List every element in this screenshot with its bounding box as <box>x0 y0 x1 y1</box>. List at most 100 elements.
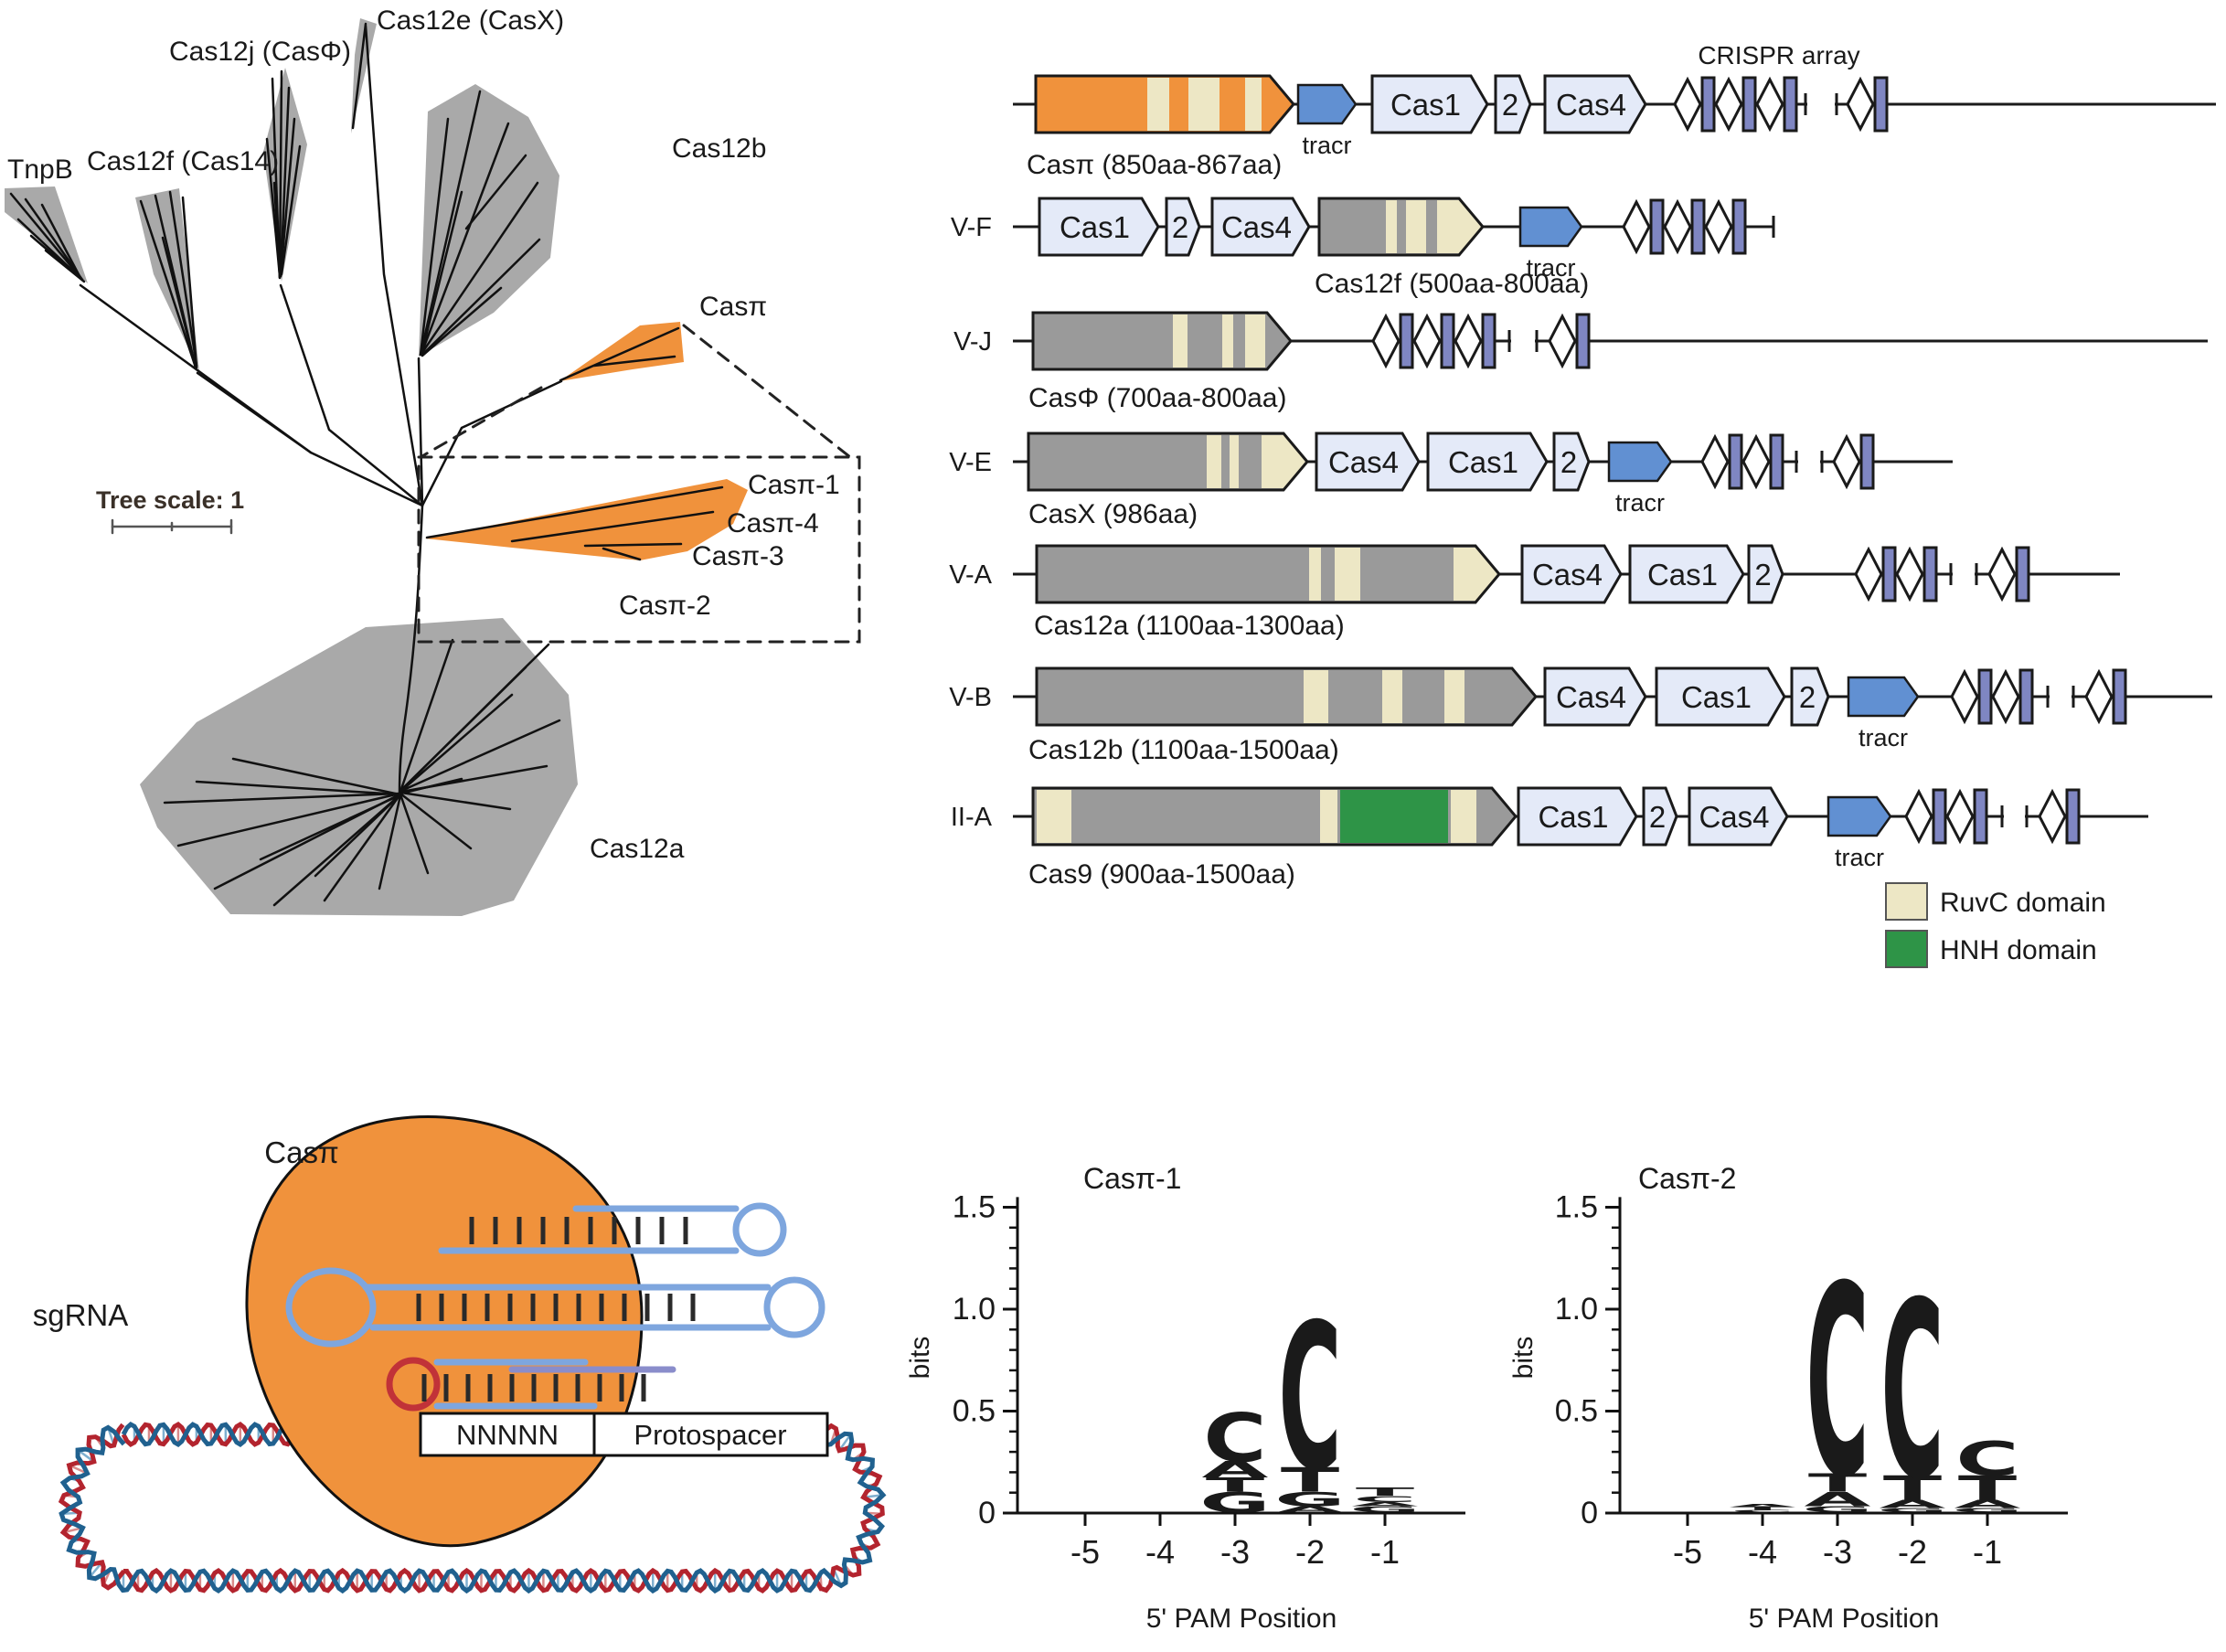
gene-box-cas4 <box>1210 197 1311 257</box>
logo-letter-G: G <box>1802 1505 1872 1515</box>
gene-box-2 <box>1552 432 1591 492</box>
pam-logos: 00.51.01.5-5 -4 -3GTAC-2AGTC-1GACTCasπ-15'… <box>905 1162 2068 1634</box>
ruvc-domain-stripe <box>1147 78 1169 131</box>
gene-label: Cas1 <box>1681 680 1752 714</box>
logo-letter-A: A <box>1277 1505 1344 1515</box>
hnh-domain-stripe <box>1340 790 1448 843</box>
pam-logo-Casπ-2: 00.51.01.5-5 -4CTA-3GATC-2GATC-1GATCCasπ-… <box>1508 1162 2068 1634</box>
tracr-box <box>1296 83 1358 125</box>
logo-ylabel: bits <box>1508 1337 1539 1380</box>
crispr-repeat <box>1690 198 1706 255</box>
locus-type-label: V-A <box>949 560 992 590</box>
logo-letter-C: C <box>1880 1252 1944 1534</box>
crispr-spacer-diamond <box>1700 433 1730 490</box>
gene-box-cas1 <box>1655 666 1786 727</box>
crispr-repeat <box>1440 313 1455 369</box>
locus-row: Cas1 2 Cas4 tracr II-A Cas9 (900aa-1500aa) <box>951 786 2148 890</box>
label-cas12b: Cas12b <box>672 133 766 164</box>
mechanism-schematic: NNNNN Protospacer Casπ sgRNA <box>33 1115 887 1594</box>
gene-label: 2 <box>1560 445 1577 479</box>
label-caspi: Casπ <box>699 292 767 322</box>
tracr-box <box>1847 676 1920 718</box>
logo-xtick-label: -4 <box>1748 1533 1777 1571</box>
crispr-repeat <box>1881 546 1897 602</box>
gene-label: Cas1 <box>1448 445 1518 479</box>
crispr-spacer-diamond <box>2084 668 2114 725</box>
ruvc-tip <box>1454 548 1497 601</box>
ruvc-domain-stripe <box>1386 200 1397 253</box>
ruvc-domain-stripe <box>1335 548 1360 601</box>
logo-letter-C: C <box>1353 1494 1416 1504</box>
logo-letter-G: G <box>1274 1488 1345 1511</box>
crispr-spacer-diamond <box>1895 546 1924 602</box>
gene-box-2 <box>1790 666 1830 727</box>
locus-row: Cas4 Cas1 2 tracr V-E CasX (986aa) <box>949 432 1953 529</box>
label-caspi-2: Casπ-2 <box>619 591 711 621</box>
crispr-repeat <box>1731 198 1747 255</box>
protospacer-box <box>592 1412 829 1457</box>
effector-protein <box>1037 668 1536 725</box>
clade-cas12e-shape <box>351 18 377 133</box>
crispr-repeat <box>2065 788 2081 845</box>
ruvc-domain-stripe <box>1451 790 1476 843</box>
locus-name-label: CasX (986aa) <box>1028 499 1198 529</box>
logo-letter-A: A <box>1954 1497 2021 1510</box>
crispr-spacer-diamond <box>1945 788 1975 845</box>
label-caspi-4: Casπ-4 <box>727 508 819 538</box>
logo-xtick-label: -3 <box>1823 1533 1852 1571</box>
ruvc-domain-stripe <box>1207 435 1221 488</box>
crispr-repeat <box>2112 668 2127 725</box>
crispr-array-label: CRISPR array <box>1698 41 1859 69</box>
logo-xlabel: 5' PAM Position <box>1749 1604 1940 1634</box>
crispr-repeat <box>1977 668 1993 725</box>
gene-box-cas1 <box>1370 74 1489 134</box>
crispr-spacer-diamond <box>1950 668 1979 725</box>
crispr-repeat <box>1932 788 1947 845</box>
logo-letter-A: A <box>1352 1501 1419 1508</box>
gene-box-2 <box>1747 544 1784 604</box>
logo-letter-C: C <box>1805 1231 1869 1536</box>
gene-box-cas4 <box>1315 432 1421 492</box>
crispr-repeat <box>1700 76 1716 133</box>
crispr-repeat <box>1481 313 1496 369</box>
logo-letter-T: T <box>1281 1461 1340 1500</box>
label-tnpb: TnpB <box>7 155 73 185</box>
ruvc-tip <box>1437 200 1481 253</box>
logo-ytick-label: 0 <box>978 1496 996 1530</box>
gene-label: 2 <box>1502 88 1518 122</box>
logo-xtick-label: -2 <box>1898 1533 1927 1571</box>
crispr-repeat <box>1399 313 1414 369</box>
gene-label: Cas4 <box>1532 558 1603 592</box>
ruvc-domain-stripe <box>1230 435 1239 488</box>
caspi-protein-blob <box>245 1115 644 1548</box>
gene-label: Cas1 <box>1390 88 1461 122</box>
phylogenetic-tree: Tree scale: 1 TnpB Cas12f (Cas14) Cas12j… <box>5 5 861 916</box>
crispr-repeat <box>1649 198 1665 255</box>
crispr-spacer-diamond <box>1832 433 1861 490</box>
pam-logo-Casπ-1: 00.51.01.5-5 -4 -3GTAC-2AGTC-1GACTCasπ-15'… <box>905 1162 1465 1634</box>
locus-name-label: Cas12a (1100aa-1300aa) <box>1034 611 1345 641</box>
logo-title: Casπ-2 <box>1638 1162 1736 1195</box>
rna-hairpin-loop <box>763 1276 825 1338</box>
crispr-repeat <box>1922 546 1938 602</box>
crispr-spacer-diamond <box>1846 76 1875 133</box>
crispr-spacer-diamond <box>1991 668 2020 725</box>
tracr-box <box>1827 795 1892 837</box>
gene-box-cas1 <box>1628 544 1745 604</box>
tracr-box <box>1607 441 1673 483</box>
crispr-repeat <box>1728 433 1743 490</box>
gene-box-cas4 <box>1688 786 1789 847</box>
locus-row: Cas4 Cas1 2 tracr V-B Cas12b (1100aa-1500aa) <box>949 666 2212 765</box>
tracr-box <box>1518 206 1583 248</box>
logo-ytick-label: 1.0 <box>1555 1292 1598 1327</box>
crispr-spacer-diamond <box>1548 313 1577 369</box>
rna-hairpin-loop <box>732 1202 787 1257</box>
logo-letter-A: A <box>1805 1488 1871 1511</box>
crispr-spacer-diamond <box>1622 198 1651 255</box>
crispr-spacer-diamond <box>1454 313 1483 369</box>
ruvc-domain-stripe <box>1245 78 1262 131</box>
crispr-repeat <box>1769 433 1784 490</box>
ruvc-domain-stripe <box>1245 314 1265 368</box>
logo-xtick-label: -1 <box>1370 1533 1400 1571</box>
crispr-spacer-diamond <box>1663 198 1692 255</box>
